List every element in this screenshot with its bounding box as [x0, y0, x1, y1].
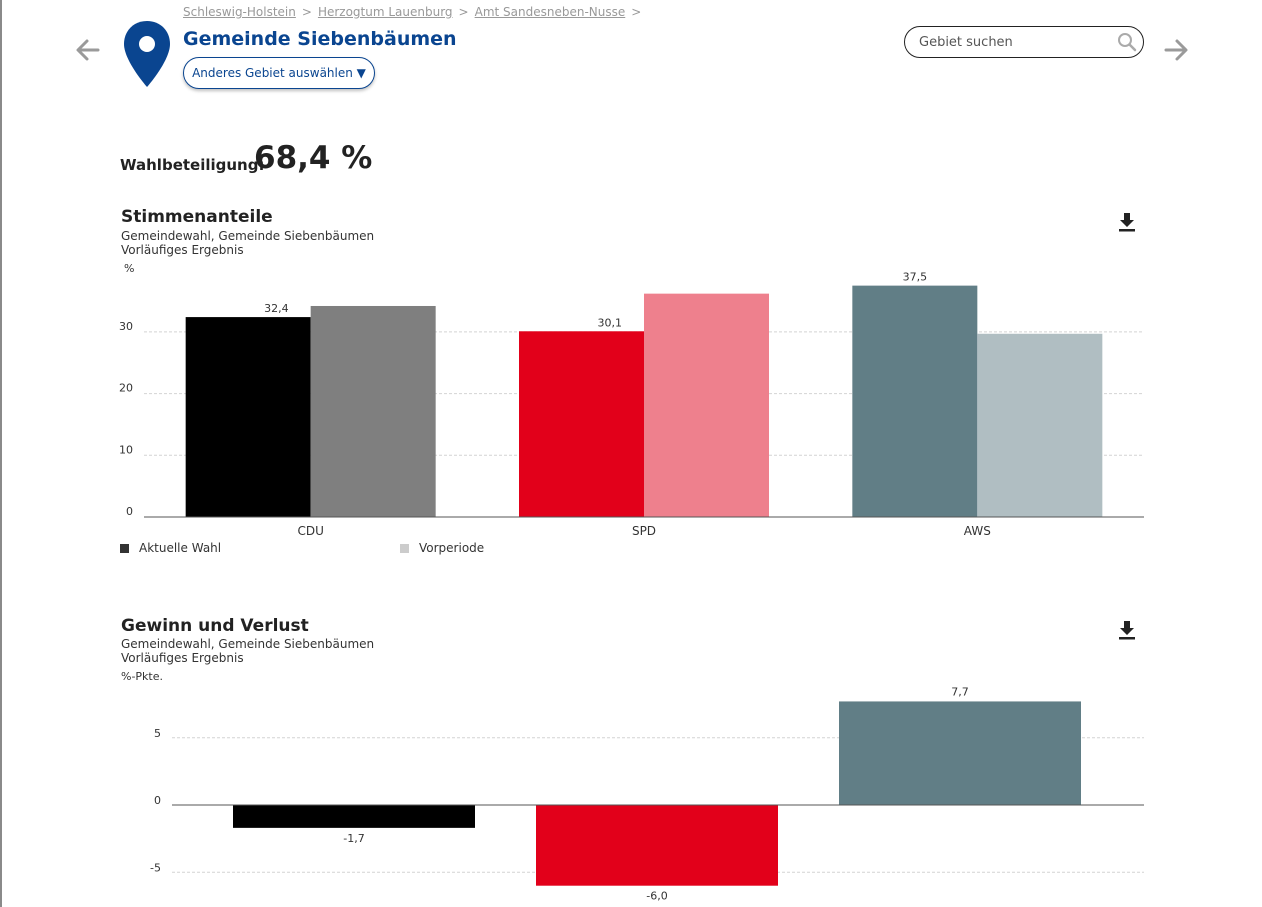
download-icon[interactable]: [1118, 620, 1136, 640]
breadcrumb-separator: >: [301, 5, 312, 19]
chart-subtitle-line: Gemeindewahl, Gemeinde Siebenbäumen: [121, 637, 375, 651]
legend-item-current: Aktuelle Wahl: [120, 541, 221, 555]
bar-cdu-previous: [310, 305, 436, 517]
y-tick-label: 0: [126, 505, 133, 518]
y-tick-label: -5: [150, 861, 161, 874]
bar-aws-change: [839, 701, 1081, 805]
y-axis-unit-gain-loss: %-Pkte.: [121, 670, 164, 683]
data-label: -6,0: [646, 890, 667, 903]
chart-subtitle-line: Gemeindewahl, Gemeinde Siebenbäumen: [121, 229, 375, 243]
chart-subtitle-vote-share: Gemeindewahl, Gemeinde Siebenbäumen Vorl…: [121, 229, 374, 257]
page-title: Gemeinde Siebenbäumen: [183, 28, 457, 50]
y-axis-unit-vote-share: %: [124, 262, 135, 275]
legend-swatch-current: [120, 543, 129, 553]
legend-swatch-previous: [400, 543, 409, 553]
y-tick-label: 10: [119, 443, 133, 456]
breadcrumb-item-state[interactable]: Schleswig-Holstein: [183, 5, 296, 19]
y-tick-label: 30: [119, 320, 133, 333]
breadcrumb: Schleswig-Holstein > Herzogtum Lauenburg > A…: [183, 5, 647, 19]
legend-label-current: Aktuelle Wahl: [139, 541, 222, 555]
search-box: [904, 26, 1144, 58]
previous-arrow-icon[interactable]: [74, 36, 102, 64]
data-label: 37,5: [903, 271, 928, 284]
breadcrumb-separator: >: [631, 5, 642, 19]
chart-subtitle-gain-loss: Gemeindewahl, Gemeinde Siebenbäumen Vorl…: [121, 637, 374, 665]
select-area-button[interactable]: Anderes Gebiet auswählen ▼: [183, 57, 375, 89]
x-tick-label: CDU: [297, 524, 323, 538]
bar-aws-current: [852, 285, 978, 517]
x-tick-label: SPD: [632, 524, 656, 538]
bar-aws-previous: [977, 333, 1103, 517]
chart-title-gain-loss: Gewinn und Verlust: [121, 616, 309, 636]
turnout-value: 68,4 %: [254, 140, 373, 176]
chart-vote-share: 0 10 20 30 32,4 CDU 30,1 SPD 37,5 AWS: [119, 271, 1144, 538]
breadcrumb-item-district[interactable]: Herzogtum Lauenburg: [317, 5, 453, 19]
chart-subtitle-line: Vorläufiges Ergebnis: [121, 243, 244, 257]
y-tick-label: 5: [154, 727, 161, 740]
download-icon[interactable]: [1118, 212, 1136, 232]
page-border: [0, 0, 2, 907]
bar-cdu-change: [233, 805, 475, 828]
location-pin-icon: [124, 21, 170, 87]
bar-cdu-current: [185, 317, 311, 517]
legend-item-previous: Vorperiode: [400, 541, 484, 555]
data-label: 7,7: [951, 685, 969, 698]
breadcrumb-item-amt[interactable]: Amt Sandesneben-Nusse: [474, 5, 626, 19]
chart-title-vote-share: Stimmenanteile: [121, 207, 273, 227]
breadcrumb-separator: >: [458, 5, 469, 19]
search-icon[interactable]: [1117, 32, 1137, 52]
chart-subtitle-line: Vorläufiges Ergebnis: [121, 651, 244, 665]
search-input[interactable]: [919, 33, 1109, 51]
bar-spd-current: [519, 331, 644, 517]
data-label: 32,4: [264, 302, 289, 315]
legend-label-previous: Vorperiode: [419, 541, 485, 555]
next-arrow-icon[interactable]: [1162, 36, 1190, 64]
x-tick-label: AWS: [964, 524, 991, 538]
data-label: 30,1: [598, 316, 623, 329]
turnout-label: Wahlbeteiligung:: [120, 156, 265, 174]
bar-spd-change: [536, 805, 778, 886]
data-label: -1,7: [343, 832, 364, 845]
bar-spd-previous: [644, 293, 769, 517]
y-tick-label: 20: [119, 382, 133, 395]
y-tick-label: 0: [154, 794, 161, 807]
